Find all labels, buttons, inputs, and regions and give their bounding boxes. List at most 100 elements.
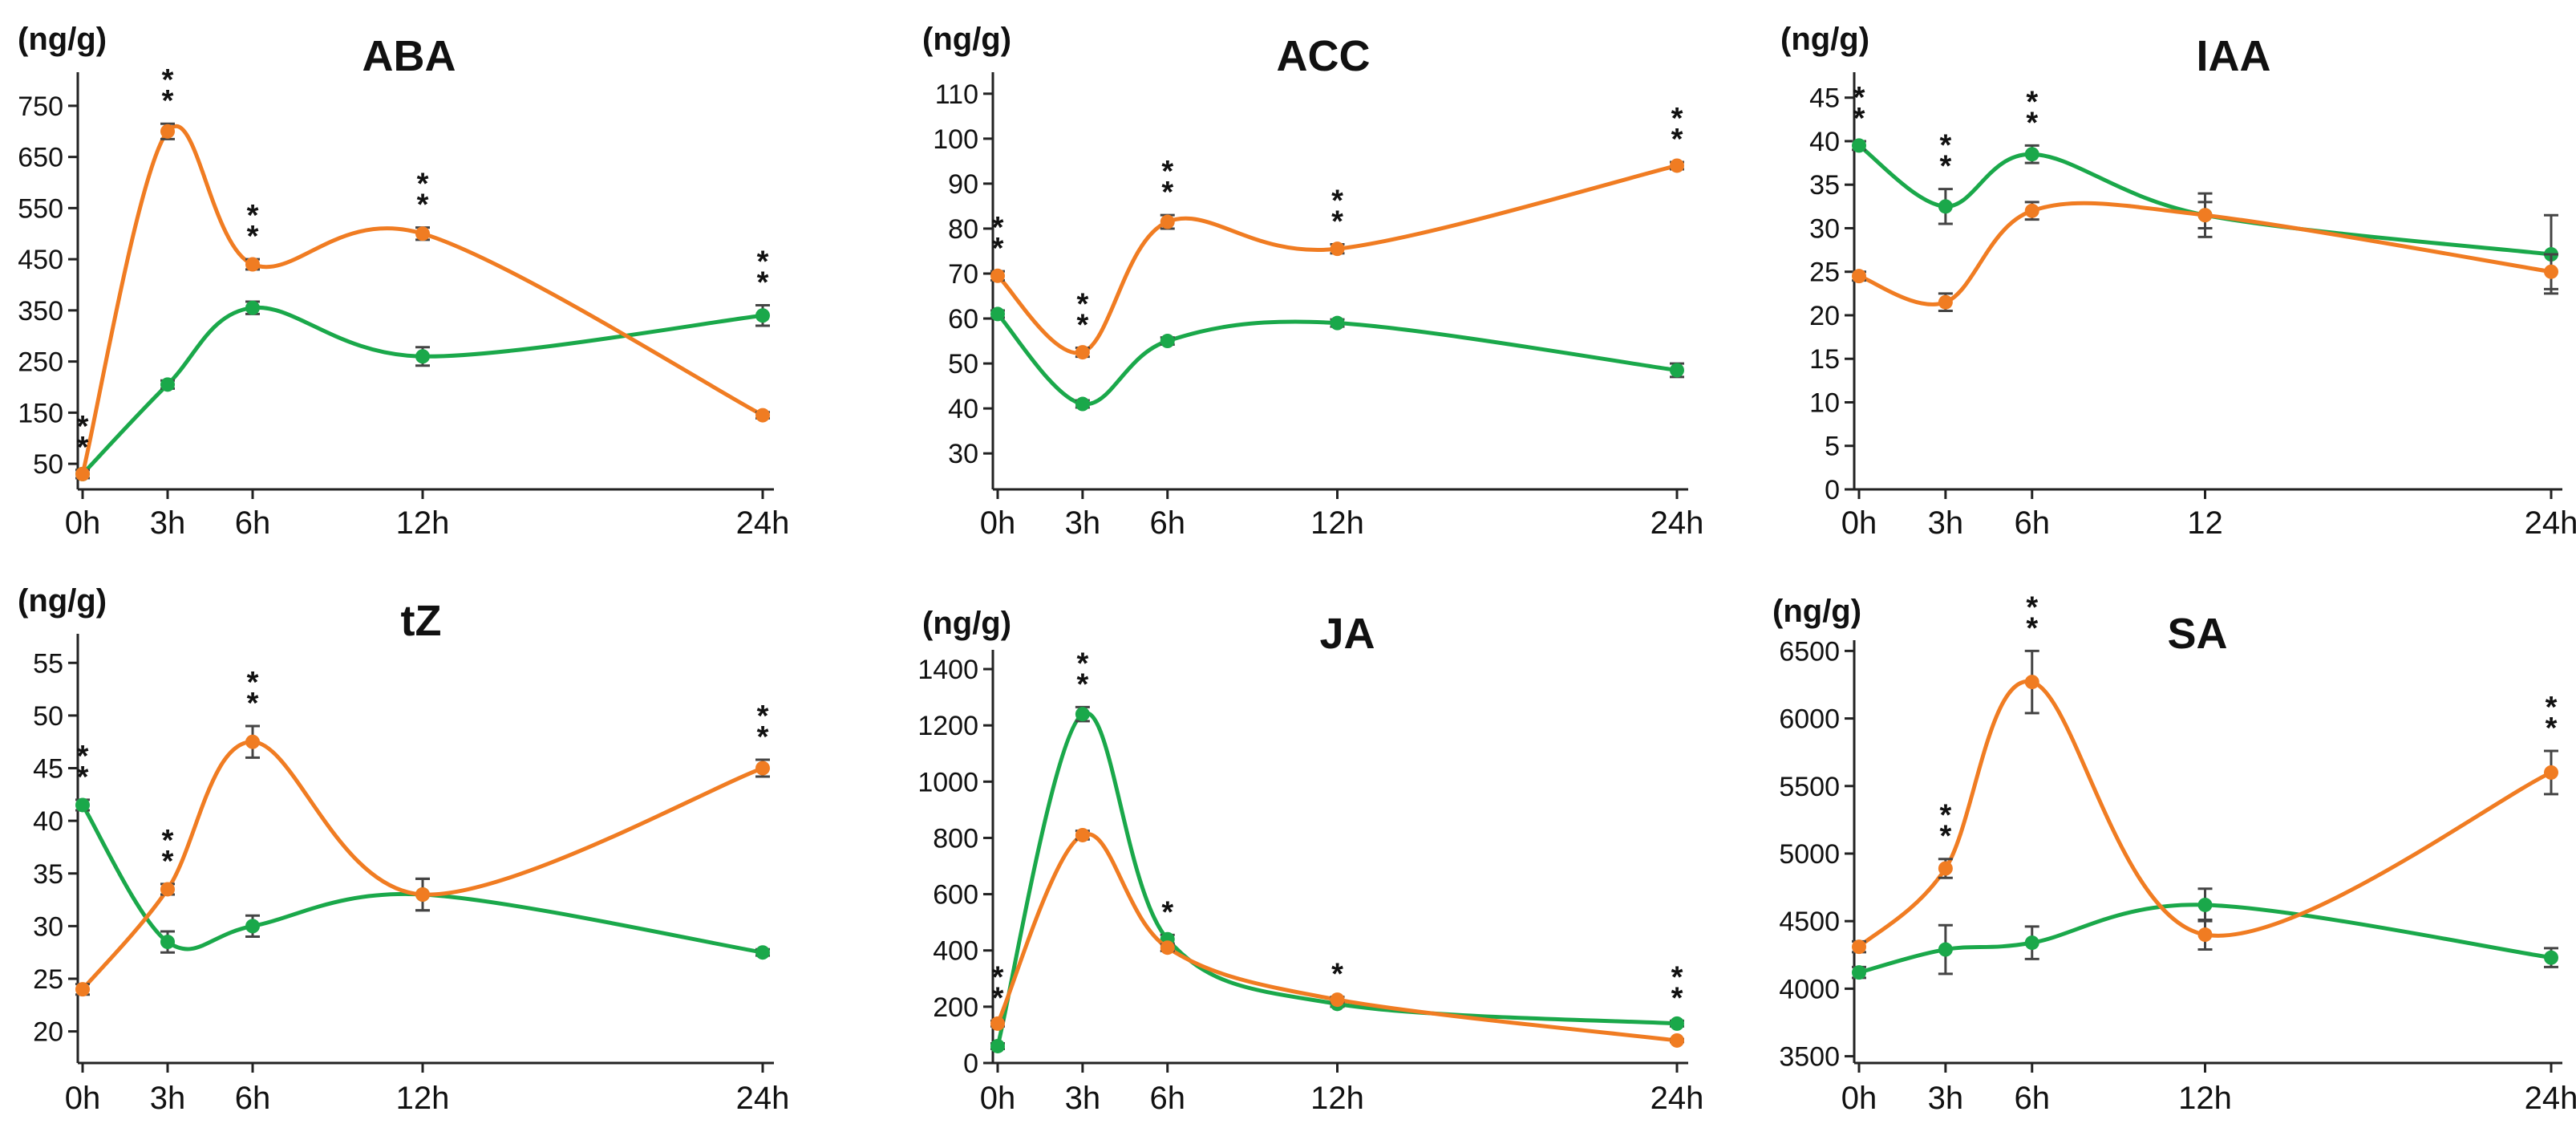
significance-marker: * bbox=[77, 410, 89, 444]
x-tick-label: 3h bbox=[1065, 505, 1101, 541]
chart-title: ACC bbox=[1277, 32, 1371, 80]
significance-marker: * bbox=[757, 720, 769, 754]
significance-marker: * bbox=[247, 220, 259, 254]
data-point-orange bbox=[1852, 939, 1866, 955]
y-tick-label: 30 bbox=[948, 439, 978, 469]
y-tick-label: 650 bbox=[18, 143, 63, 173]
chart-panel-aba: ABA (ng/g) 50 150 250 350 450 550 650 750 0h 3h 6h 12… bbox=[18, 22, 789, 541]
y-tick-label: 200 bbox=[933, 992, 978, 1023]
data-point-orange bbox=[245, 257, 260, 272]
series-line-green bbox=[80, 305, 765, 477]
significance-marker: * bbox=[992, 211, 1004, 245]
data-point-orange bbox=[160, 124, 175, 139]
data-point-green bbox=[1160, 334, 1175, 349]
significance-marker: * bbox=[992, 232, 1004, 266]
y-tick-label: 35 bbox=[1809, 170, 1840, 201]
significance-marker: * bbox=[417, 168, 429, 201]
data-point-green bbox=[75, 797, 90, 813]
data-point-orange bbox=[75, 466, 90, 481]
y-tick-label: 0 bbox=[963, 1049, 978, 1079]
data-point-orange bbox=[1160, 214, 1175, 229]
significance-marker: * bbox=[1939, 799, 1951, 833]
y-tick-label: 0 bbox=[1825, 475, 1840, 505]
y-axis-unit: (ng/g) bbox=[922, 606, 1011, 641]
x-tick-label: 3h bbox=[1928, 505, 1964, 541]
y-tick-label: 5 bbox=[1825, 432, 1840, 462]
x-tick-label: 6h bbox=[1150, 505, 1186, 541]
chart-panel-acc: ACC (ng/g) 30 40 50 60 70 80 90 100 110 0h 3h 6h 12h 24… bbox=[922, 22, 1703, 541]
x-tick-label: 24h bbox=[2525, 1081, 2576, 1116]
data-point-orange bbox=[2197, 208, 2213, 223]
x-tick-label: 6h bbox=[1150, 1081, 1186, 1116]
y-tick-label: 100 bbox=[933, 124, 978, 155]
significance-marker: * bbox=[2026, 590, 2038, 624]
significance-marker: * bbox=[2026, 85, 2038, 119]
data-point-orange bbox=[1852, 269, 1866, 284]
data-point-green bbox=[755, 308, 770, 323]
significance-marker: * bbox=[1939, 820, 1951, 854]
data-point-green bbox=[1852, 138, 1866, 153]
data-point-green bbox=[990, 1038, 1005, 1053]
x-tick-label: 3h bbox=[150, 1081, 186, 1116]
y-tick-label: 3500 bbox=[1779, 1042, 1840, 1073]
x-tick-label: 24h bbox=[2525, 505, 2576, 541]
x-tick-label: 0h bbox=[65, 505, 101, 541]
significance-marker: * bbox=[1853, 81, 1865, 115]
data-point-green bbox=[1938, 942, 1953, 957]
y-tick-label: 150 bbox=[18, 398, 63, 428]
y-tick-label: 60 bbox=[948, 304, 978, 335]
y-tick-label: 30 bbox=[33, 911, 63, 942]
y-tick-label: 50 bbox=[33, 701, 63, 732]
significance-marker: * bbox=[992, 960, 1004, 994]
significance-marker: * bbox=[1331, 958, 1343, 992]
significance-marker: * bbox=[1331, 205, 1343, 239]
data-point-orange bbox=[1330, 992, 1345, 1008]
significance-marker: * bbox=[1939, 129, 1951, 163]
y-tick-label: 10 bbox=[1809, 387, 1840, 418]
significance-marker: * bbox=[1161, 155, 1173, 189]
significance-marker: * bbox=[1076, 647, 1088, 680]
y-axis-unit: (ng/g) bbox=[1780, 22, 1869, 57]
data-point-green bbox=[1852, 965, 1866, 980]
data-point-green bbox=[2197, 897, 2213, 912]
significance-marker: * bbox=[1939, 150, 1951, 184]
chart-panel-ja: JA (ng/g) 0 200 400 600 800 1000 1200 1400 0h 3h 6h 1… bbox=[917, 606, 1703, 1116]
data-point-green bbox=[2024, 935, 2039, 951]
x-tick-label: 0h bbox=[1841, 1081, 1877, 1116]
data-point-orange bbox=[160, 882, 175, 897]
y-tick-label: 25 bbox=[1809, 258, 1840, 288]
significance-marker: * bbox=[77, 761, 89, 794]
data-point-orange bbox=[2544, 264, 2558, 279]
x-tick-label: 24h bbox=[1651, 1081, 1704, 1116]
data-point-orange bbox=[245, 734, 260, 749]
x-tick-label: 12h bbox=[1310, 1081, 1364, 1116]
significance-marker: * bbox=[757, 245, 769, 279]
data-point-orange bbox=[2024, 675, 2039, 690]
x-tick-label: 0h bbox=[980, 1081, 1016, 1116]
data-point-orange bbox=[755, 408, 770, 423]
x-tick-label: 3h bbox=[150, 505, 186, 541]
y-tick-label: 5500 bbox=[1779, 772, 1840, 802]
data-point-green bbox=[755, 945, 770, 960]
y-tick-label: 1000 bbox=[917, 767, 978, 797]
data-point-orange bbox=[1075, 827, 1090, 842]
significance-marker: * bbox=[1161, 176, 1173, 209]
significance-marker: * bbox=[162, 845, 174, 878]
data-point-green bbox=[1670, 363, 1684, 378]
y-tick-label: 350 bbox=[18, 296, 63, 327]
y-tick-label: 40 bbox=[33, 806, 63, 837]
x-tick-label: 24h bbox=[736, 505, 790, 541]
y-tick-label: 30 bbox=[1809, 213, 1840, 244]
data-point-green bbox=[1938, 199, 1953, 214]
chart-title: tZ bbox=[401, 597, 442, 645]
data-point-green bbox=[415, 349, 430, 364]
significance-marker: * bbox=[1671, 981, 1683, 1015]
significance-marker: * bbox=[1671, 960, 1683, 994]
x-tick-label: 12h bbox=[396, 1081, 450, 1116]
y-tick-label: 1400 bbox=[917, 655, 978, 685]
y-tick-label: 40 bbox=[1809, 127, 1840, 157]
data-point-green bbox=[160, 935, 175, 950]
data-point-orange bbox=[2197, 927, 2213, 943]
data-point-orange bbox=[1330, 241, 1345, 257]
